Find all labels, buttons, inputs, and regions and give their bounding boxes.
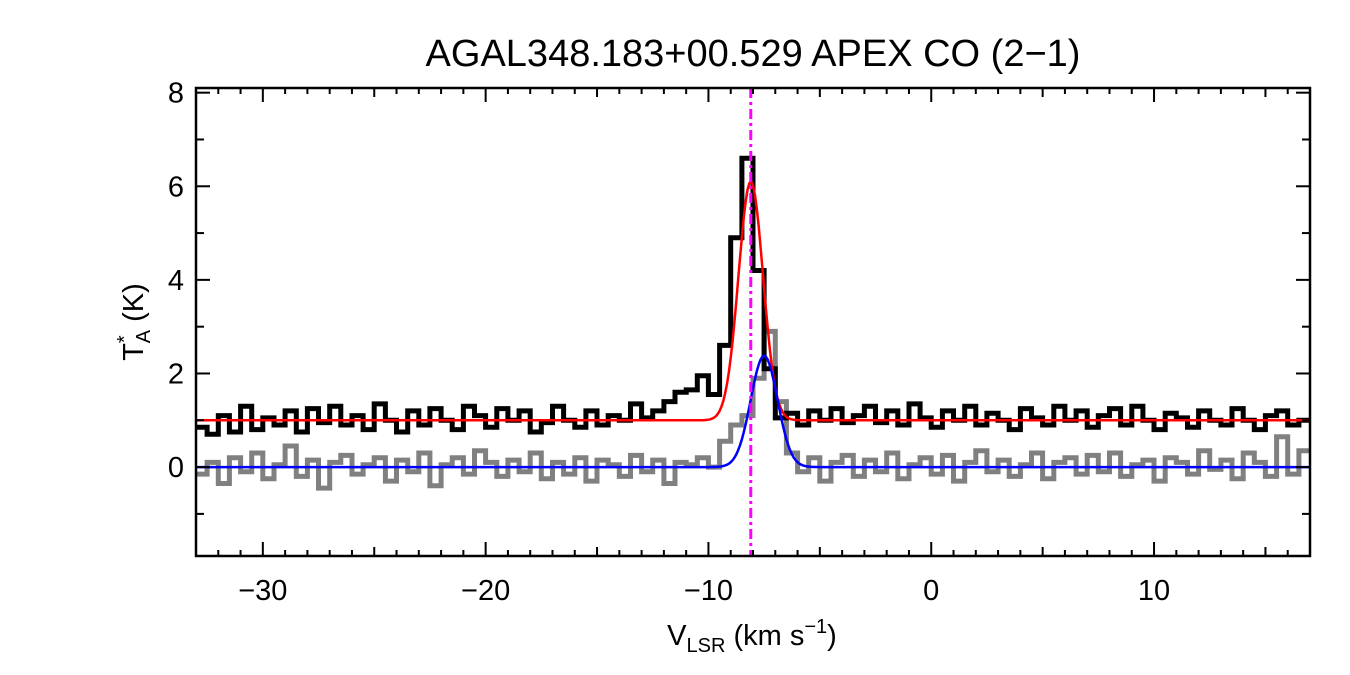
x-tick-label: −10 xyxy=(684,575,733,607)
y-tick-label: 2 xyxy=(168,358,184,390)
y-tick-label: 6 xyxy=(168,171,184,203)
y-tick-label: 8 xyxy=(168,78,184,110)
y-axis-label-rest: (K) xyxy=(118,283,150,330)
x-tick-label: 10 xyxy=(1138,575,1170,607)
y-axis-label: T*A (K) xyxy=(114,283,155,361)
spectrum-line-gray xyxy=(196,328,1310,491)
y-axis-label-main: T xyxy=(118,343,150,361)
x-axis-label-main: V xyxy=(667,620,687,652)
axes-layer: −30 −20 −10 0 10 0 2 4 6 8 xyxy=(168,78,1312,607)
y-tick-label: 4 xyxy=(168,265,184,297)
fit-curve-blue xyxy=(196,354,1310,469)
plot-area xyxy=(196,88,1310,556)
x-axis-label-sup: −1 xyxy=(804,616,827,638)
x-axis-label: VLSR (km s−1) xyxy=(667,616,837,657)
x-tick-label: −30 xyxy=(238,575,287,607)
fit-curve-red xyxy=(196,179,1310,422)
chart-title: AGAL348.183+00.529 APEX CO (2−1) xyxy=(426,33,1081,75)
y-tick-label: 0 xyxy=(168,452,184,484)
spectrum-line-black xyxy=(196,155,1310,437)
x-axis-label-sub: LSR xyxy=(687,635,726,657)
y-axis-label-sup: * xyxy=(114,335,136,343)
x-axis-label-close: ) xyxy=(827,620,837,652)
x-tick-label: −20 xyxy=(461,575,510,607)
series-layer xyxy=(196,88,1310,556)
x-tick-label: 0 xyxy=(923,575,939,607)
y-axis-label-sub: A xyxy=(133,329,155,343)
x-axis-label-rest: (km s xyxy=(725,620,804,652)
